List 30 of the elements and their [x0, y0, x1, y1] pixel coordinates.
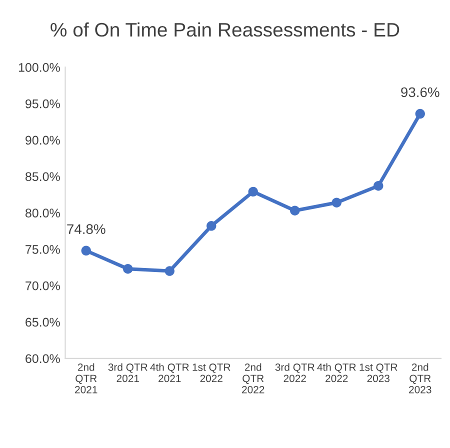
y-tick-label: 75.0%	[26, 245, 60, 254]
point	[81, 246, 91, 256]
point	[415, 108, 425, 119]
data-label: 93.6%	[401, 87, 440, 98]
x-tick-label: 3rd QTR 2021	[108, 363, 148, 382]
point	[374, 181, 384, 191]
point	[206, 221, 216, 231]
x-tick-label: 1st QTR 2022	[192, 364, 230, 382]
y-tick-label: 85.0%	[25, 172, 60, 182]
chart-title: % of On Time Pain Reassessments - ED	[50, 22, 400, 37]
x-tick-label: 4th QTR 2022	[317, 363, 356, 382]
x-tick-label: 3rd QTR 2022	[275, 363, 314, 382]
point	[123, 264, 133, 274]
data-label: 74.8%	[67, 224, 106, 234]
y-tick-label: 80.0%	[25, 208, 60, 218]
y-tick-label: 100.0%	[18, 63, 60, 72]
x-tick-label: 2nd QTR 2021	[75, 363, 98, 394]
point	[248, 186, 258, 197]
point	[290, 206, 300, 216]
x-tick-label: 2nd QTR 2022	[242, 363, 264, 394]
point	[332, 198, 342, 208]
x-tick-label: 1st QTR 2023	[360, 364, 398, 382]
x-tick-label: 4th QTR 2021	[150, 363, 189, 382]
y-tick-label: 70.0%	[26, 281, 60, 290]
y-tick-label: 60.0%	[26, 354, 60, 364]
y-tick-label: 65.0%	[26, 318, 60, 327]
y-tick-label: 90.0%	[26, 136, 60, 145]
x-tick-label: 2nd QTR 2023	[409, 363, 432, 394]
y-tick-label: 95.0%	[26, 99, 60, 108]
point	[164, 266, 174, 276]
